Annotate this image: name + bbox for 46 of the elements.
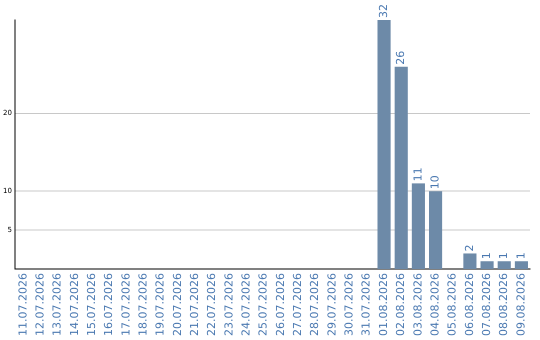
x-tick-label: 24.07.2026 [240,273,253,336]
x-tick-label: 17.07.2026 [119,273,132,336]
bar [514,261,528,270]
x-tick-label: 12.07.2026 [34,273,47,336]
bar [463,253,476,270]
bar [394,66,408,270]
data-label: 1 [480,252,493,260]
data-label: 2 [462,244,476,252]
x-tick-label: 11.07.2026 [16,273,30,336]
x-tick-label: 20.07.2026 [170,273,184,336]
x-tick-label: 04.08.2026 [428,273,442,336]
x-tick-label: 22.07.2026 [205,273,218,336]
x-tick-label: 28.07.2026 [308,273,322,336]
x-tick-label: 14.07.2026 [68,273,81,336]
x-tick-label: 18.07.2026 [136,273,150,336]
x-tick-label: 30.07.2026 [342,273,356,336]
data-label: 26 [394,50,408,65]
data-label: 1 [497,252,510,260]
x-tick-label: 16.07.2026 [102,273,116,336]
bar [429,191,442,270]
x-tick-label: 03.08.2026 [411,273,424,336]
bar [480,261,494,270]
bar [377,20,391,270]
x-tick-label: 08.08.2026 [497,273,510,336]
x-tick-label: 13.07.2026 [50,273,64,336]
data-label: 32 [376,4,390,18]
x-tick-label: 09.08.2026 [514,273,528,336]
bar [498,261,511,270]
x-tick-label: 06.08.2026 [462,273,476,336]
x-tick-label: 01.08.2026 [376,273,390,336]
x-tick-label: 15.07.2026 [85,273,98,336]
x-tick-label: 25.07.2026 [256,273,270,336]
x-tick-label: 19.07.2026 [154,273,167,336]
x-tick-label: 31.07.2026 [360,273,373,336]
x-tick-label: 05.08.2026 [446,273,459,336]
x-tick-label: 07.08.2026 [480,273,493,336]
bar [412,183,425,270]
data-label: 1 [514,252,528,260]
x-tick-label: 21.07.2026 [188,273,202,336]
data-label: 10 [428,175,442,190]
x-tick-label: 29.07.2026 [325,273,338,336]
x-tick-label: 02.08.2026 [394,273,408,336]
x-tick-label: 23.07.2026 [222,273,236,336]
data-label: 11 [411,167,424,182]
x-tick-label: 27.07.2026 [291,273,304,336]
x-tick-label: 26.07.2026 [274,273,287,336]
